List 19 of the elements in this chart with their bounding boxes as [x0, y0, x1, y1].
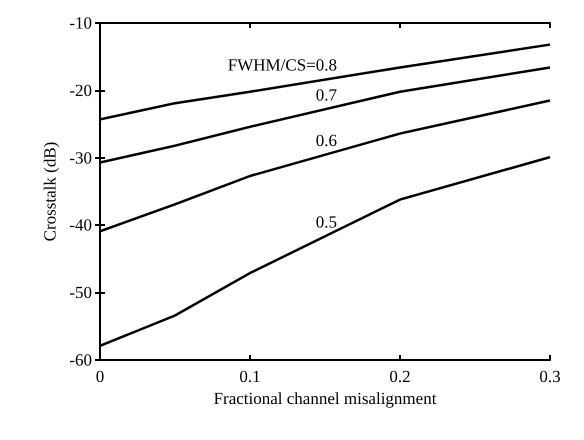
y-tick-label: -60	[69, 350, 92, 370]
line-series	[98, 156, 552, 348]
x-tick-label: 0.1	[239, 367, 261, 386]
x-tick-label: 0.3	[539, 367, 561, 386]
y-tick-label: -20	[69, 80, 92, 100]
series-label: 0.7	[316, 85, 338, 104]
y-tick-label: -30	[69, 148, 92, 168]
line-series	[98, 99, 552, 233]
y-tick-label: -10	[69, 14, 92, 32]
x-tick-label: 0.2	[389, 367, 411, 386]
y-tick-label: -40	[69, 216, 92, 235]
line-series	[98, 43, 552, 121]
series-label: 0.5	[316, 212, 337, 232]
y-tick-label: -50	[69, 283, 92, 302]
series-label: FWHM/CS=0.8	[228, 56, 337, 75]
series-label: 0.6	[316, 130, 337, 150]
x-axis-title: Fractional channel misalignment	[214, 388, 437, 408]
y-axis-title: Crosstalk (dB)	[40, 142, 60, 242]
x-tick-label: 0	[96, 367, 104, 386]
